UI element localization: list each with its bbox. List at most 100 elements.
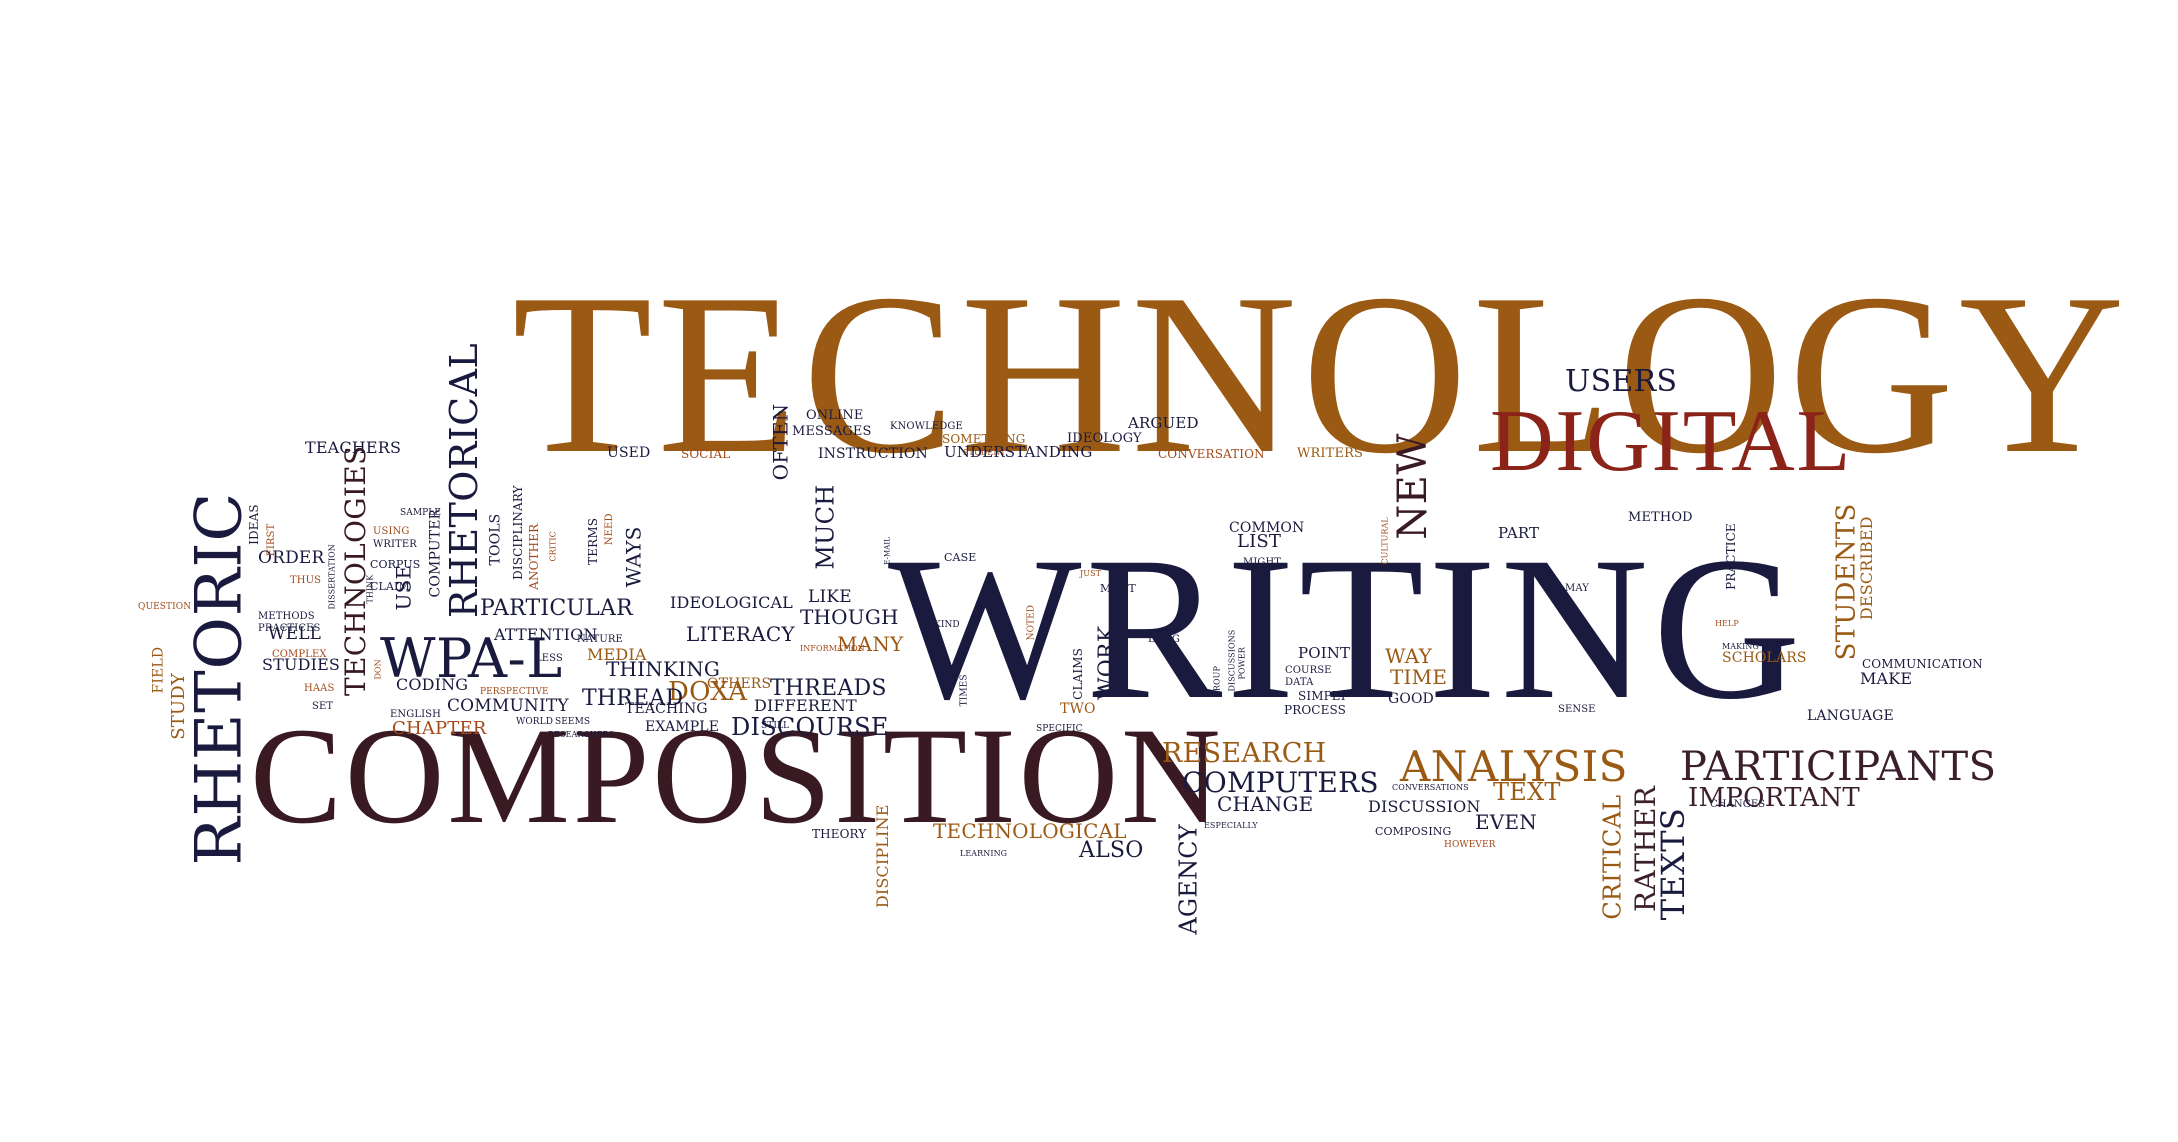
cloud-word-conversations: CONVERSATIONS (1392, 783, 1469, 793)
cloud-word-method: METHOD (1628, 510, 1693, 526)
cloud-word-studies: STUDIES (262, 654, 341, 674)
cloud-word-technological: TECHNOLOGICAL (933, 818, 1127, 843)
cloud-word-rhetoric: RHETORIC (182, 491, 257, 865)
cloud-word-well: WELL (268, 624, 322, 645)
cloud-word-make: MAKE (1860, 668, 1913, 688)
cloud-word-student: STUDENT (963, 448, 1006, 458)
cloud-word-others: OTHERS (707, 675, 772, 692)
cloud-word-set: SET (312, 700, 334, 712)
cloud-word-e-mail: E-MAIL (883, 537, 892, 565)
cloud-word-way: WAY (1385, 643, 1432, 668)
cloud-word-question: QUESTION (138, 601, 192, 612)
cloud-word-help: HELP (1715, 619, 1739, 629)
cloud-word-practices: PRACTICES (258, 622, 321, 634)
cloud-word-discussion: DISCUSSION (1368, 796, 1481, 816)
cloud-word-much: MUCH (811, 484, 840, 570)
cloud-word-discussions: DISCUSSIONS (1227, 630, 1237, 692)
cloud-word-process: PROCESS (1284, 703, 1346, 718)
cloud-word-group: GROUP (1212, 666, 1222, 698)
cloud-word-information: INFORMATION (800, 644, 865, 654)
cloud-word-learning: LEARNING (960, 849, 1008, 859)
cloud-word-computer: COMPUTER (427, 508, 444, 597)
cloud-word-social: SOCIAL (681, 447, 731, 462)
cloud-word-part: PART (1498, 523, 1540, 542)
cloud-word-different: DIFFERENT (754, 695, 857, 715)
cloud-word-coding: CODING (396, 674, 469, 694)
cloud-word-might: MIGHT (1243, 556, 1282, 568)
cloud-word-wpa-l: WPA-L (380, 626, 563, 690)
cloud-word-agency: AGENCY (1174, 824, 1203, 935)
cloud-word-knowledge: KNOWLEDGE (890, 420, 963, 432)
cloud-word-order: ORDER (258, 548, 325, 569)
cloud-word-terms: TERMS (586, 518, 601, 565)
cloud-word-writer: WRITER (373, 538, 417, 550)
cloud-word-theory: THEORY (812, 827, 867, 842)
cloud-word-tools: TOOLS (487, 513, 504, 565)
cloud-word-discipline: DISCIPLINE (872, 804, 892, 908)
cloud-word-dissertation: DISSERTATION (327, 544, 337, 610)
cloud-word-attention: ATTENTION (494, 624, 598, 644)
cloud-word-researchers: RESEARCHERS (548, 730, 615, 740)
cloud-word-two: TWO (1060, 700, 1096, 717)
cloud-word-described: DESCRIBED (1856, 516, 1876, 620)
cloud-word-participants: PARTICIPANTS (1680, 744, 1997, 791)
cloud-word-corpus: CORPUS (370, 557, 421, 571)
cloud-word-scholars: SCHOLARS (1722, 649, 1807, 666)
cloud-word-think: THINK (365, 575, 375, 604)
cloud-word-literacy: LITERACY (686, 621, 795, 646)
cloud-word-research: RESEARCH (1162, 737, 1327, 769)
cloud-word-must: MUST (1100, 581, 1136, 595)
cloud-word-language: LANGUAGE (1807, 707, 1894, 724)
cloud-word-may: MAY (1565, 582, 1589, 594)
cloud-word-example: EXAMPLE (645, 718, 720, 735)
cloud-word-another: ANOTHER (527, 523, 542, 590)
cloud-word-important: IMPORTANT (1688, 782, 1860, 813)
cloud-word-noted: NOTED (1026, 604, 1037, 640)
cloud-word-still: STILL (761, 720, 790, 731)
cloud-word-less: LESS (535, 652, 563, 664)
cloud-word-writing: WRITING (888, 514, 1805, 742)
cloud-word-online: ONLINE (806, 408, 864, 424)
cloud-word-thinking: THINKING (606, 656, 721, 681)
cloud-word-perspective: PERSPECTIVE (480, 686, 549, 697)
cloud-word-world: WORLD (516, 716, 554, 727)
cloud-word-course: COURSE (1285, 664, 1332, 676)
cloud-word-long: LONG (1148, 633, 1180, 645)
cloud-word-discourse: DISCOURSE (731, 713, 889, 742)
cloud-word-complex: COMPLEX (272, 648, 327, 660)
cloud-word-english: ENGLISH (390, 708, 441, 720)
cloud-word-point: POINT (1298, 643, 1351, 662)
cloud-word-ideological: IDEOLOGICAL (670, 592, 793, 612)
cloud-word-rhetorical: RHETORICAL (441, 342, 486, 618)
cloud-word-sense: SENSE (1558, 703, 1596, 715)
cloud-word-changes: CHANGES (1710, 798, 1766, 810)
cloud-word-data: DATA (1285, 676, 1314, 688)
cloud-word-study: STUDY (168, 673, 190, 740)
cloud-word-new: NEW (1390, 433, 1437, 540)
cloud-word-work: WORK (1094, 625, 1120, 700)
cloud-word-composition: COMPOSITION (250, 698, 1224, 852)
cloud-word-practice: PRACTICE (1724, 523, 1739, 590)
cloud-word-times: TIMES (959, 674, 970, 706)
cloud-word-thus: THUS (290, 574, 322, 586)
cloud-word-particular: PARTICULAR (480, 595, 633, 621)
cloud-word-sample: SAMPLE (400, 507, 442, 518)
cloud-word-messages: MESSAGES (792, 424, 872, 440)
cloud-word-need: NEED (603, 513, 615, 545)
cloud-word-technology: TECHNOLOGY (512, 246, 2130, 502)
cloud-word-using: USING (373, 525, 410, 537)
cloud-word-threads: THREADS (770, 675, 887, 701)
cloud-word-argued: ARGUED (1128, 413, 1199, 432)
cloud-word-making: MAKING (1722, 642, 1759, 652)
cloud-word-critical: CRITICAL (1598, 795, 1627, 920)
cloud-word-ideas: IDEAS (247, 504, 262, 545)
cloud-word-analysis: ANALYSIS (1400, 741, 1628, 791)
cloud-word-text: TEXT (1493, 778, 1561, 807)
cloud-word-teaching: TEACHING (625, 700, 708, 717)
cloud-word-media: MEDIA (587, 644, 647, 664)
cloud-word-haas: HAAS (304, 682, 335, 694)
cloud-word-power: POWER (1237, 647, 1247, 680)
cloud-word-teachers: TEACHERS (305, 437, 402, 457)
cloud-word-kind: KIND (934, 619, 960, 630)
cloud-word-communication: COMMUNICATION (1862, 657, 1983, 672)
